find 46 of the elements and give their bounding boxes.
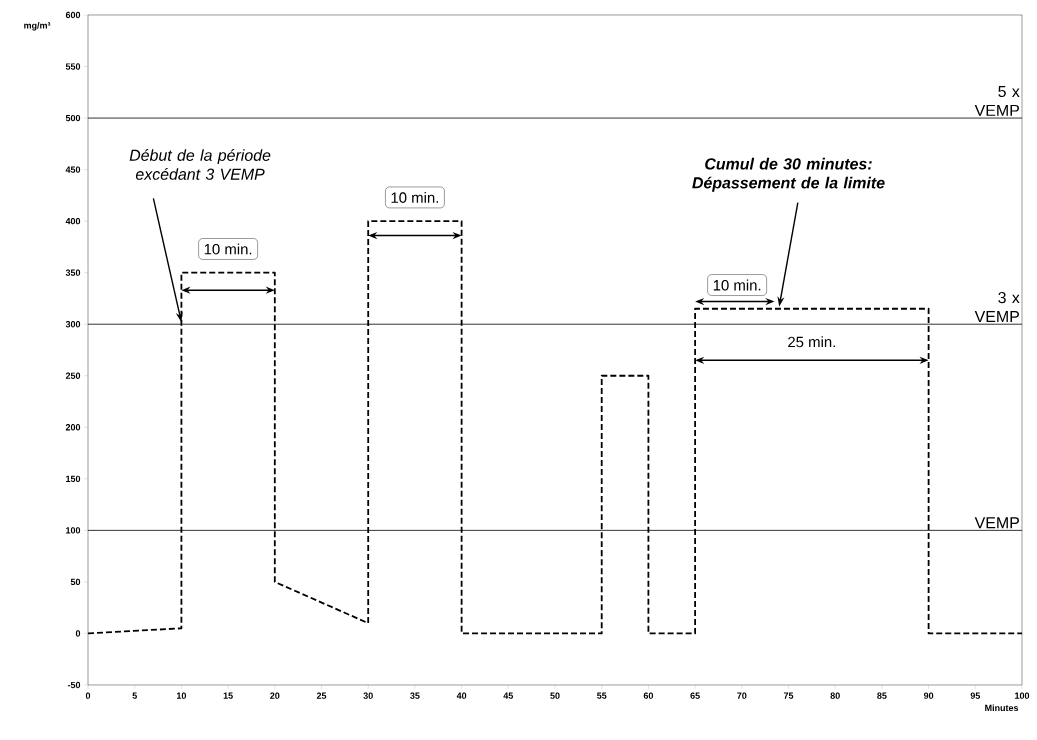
ref-line-label: 5 x VEMP bbox=[974, 85, 1020, 116]
x-axis-title: Minutes bbox=[985, 704, 1019, 712]
y-tick-label: 250 bbox=[65, 372, 81, 379]
x-tick-label: 50 bbox=[550, 692, 560, 699]
y-tick-label: 350 bbox=[65, 269, 81, 276]
x-tick-label: 90 bbox=[923, 692, 934, 699]
x-tick-label: 70 bbox=[737, 692, 747, 699]
x-tick-label: 5 bbox=[132, 692, 137, 699]
x-tick-label: 30 bbox=[363, 692, 373, 699]
x-tick-label: 75 bbox=[783, 692, 794, 699]
ref-line-label: VEMP bbox=[974, 517, 1019, 529]
x-tick-label: 20 bbox=[270, 692, 280, 699]
y-tick-label: 150 bbox=[66, 475, 81, 483]
y-tick-label: -50 bbox=[67, 681, 81, 689]
y-tick-label: 400 bbox=[65, 217, 81, 225]
x-tick-label: 100 bbox=[1015, 692, 1030, 699]
y-tick-label: 50 bbox=[70, 578, 81, 586]
ref-line-label: 3 x VEMP bbox=[974, 291, 1020, 323]
x-tick-label: 65 bbox=[690, 692, 700, 699]
y-tick-label: 500 bbox=[65, 114, 81, 122]
y-tick-label: 600 bbox=[65, 11, 81, 19]
y-tick-label: 300 bbox=[65, 321, 81, 328]
x-tick-label: 40 bbox=[456, 692, 467, 699]
x-tick-label: 25 bbox=[316, 692, 327, 699]
x-tick-label: 45 bbox=[503, 692, 514, 699]
annotation: 10 min. bbox=[204, 243, 252, 255]
x-tick-label: 35 bbox=[410, 692, 420, 699]
x-tick-label: 15 bbox=[223, 692, 233, 699]
x-tick-label: 80 bbox=[830, 692, 840, 699]
y-axis-title: mg/m³ bbox=[24, 22, 51, 31]
x-tick-label: 95 bbox=[970, 692, 981, 699]
x-tick-label: 0 bbox=[85, 692, 91, 699]
x-tick-label: 10 bbox=[176, 692, 187, 699]
y-tick-label: 0 bbox=[75, 630, 81, 637]
y-tick-label: 550 bbox=[65, 63, 81, 70]
y-tick-label: 100 bbox=[66, 527, 81, 534]
y-tick-label: 450 bbox=[65, 166, 81, 173]
annotation: Cumul de 30 minutes: Dépassement de la limite bbox=[692, 157, 885, 192]
x-tick-label: 85 bbox=[877, 692, 887, 699]
x-tick-label: 55 bbox=[597, 692, 607, 699]
x-tick-label: 60 bbox=[643, 692, 654, 699]
annotation: 25 min. bbox=[788, 336, 835, 348]
y-tick-label: 200 bbox=[65, 424, 81, 431]
annotation: Début de la période excédant 3 VEMP bbox=[129, 149, 271, 180]
annotation: 10 min. bbox=[713, 279, 761, 291]
annotation: 10 min. bbox=[391, 191, 439, 203]
